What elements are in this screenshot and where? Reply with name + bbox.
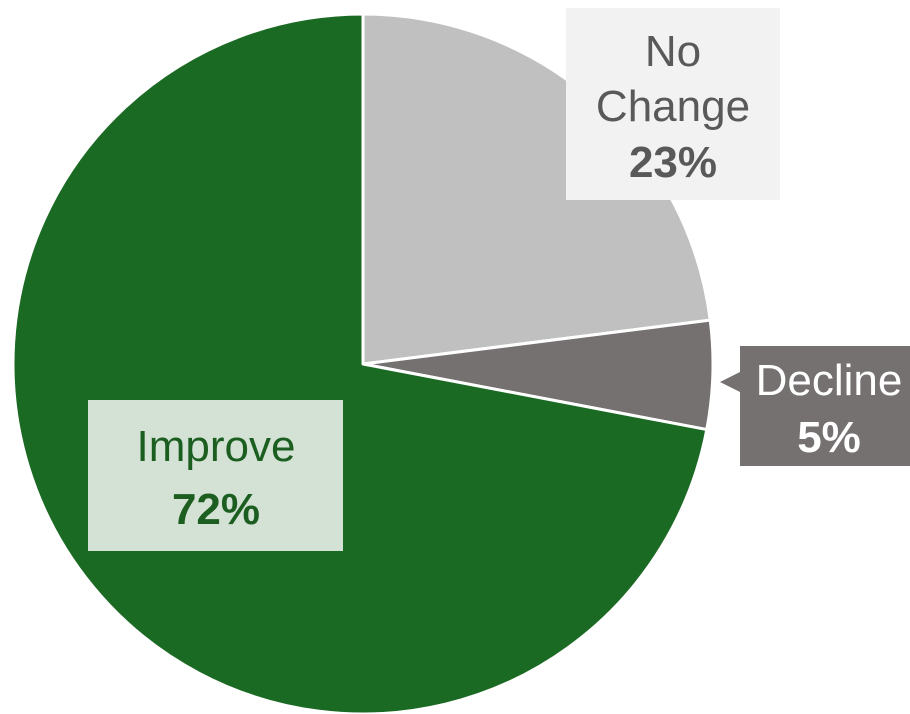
slice-label-decline: Decline 5% <box>720 346 910 466</box>
slice-labels: No Change 23% Decline 5% Improve 72% <box>88 8 910 551</box>
slice-label-no-change: No Change 23% <box>566 8 780 200</box>
slice-label-name-no-change-line2: Change <box>596 82 750 131</box>
slice-label-box-decline <box>720 346 910 466</box>
slice-label-percent-no-change: 23% <box>629 138 717 187</box>
slice-label-name-improve: Improve <box>137 422 296 471</box>
slice-label-percent-decline: 5% <box>797 413 861 462</box>
slice-label-percent-improve: 72% <box>172 485 260 534</box>
slice-label-box-no-change <box>566 8 780 200</box>
slice-label-name-no-change-line1: No <box>645 27 701 76</box>
slice-label-name-decline: Decline <box>756 356 903 405</box>
slice-label-box-improve <box>88 400 343 551</box>
slice-label-improve: Improve 72% <box>88 400 343 551</box>
